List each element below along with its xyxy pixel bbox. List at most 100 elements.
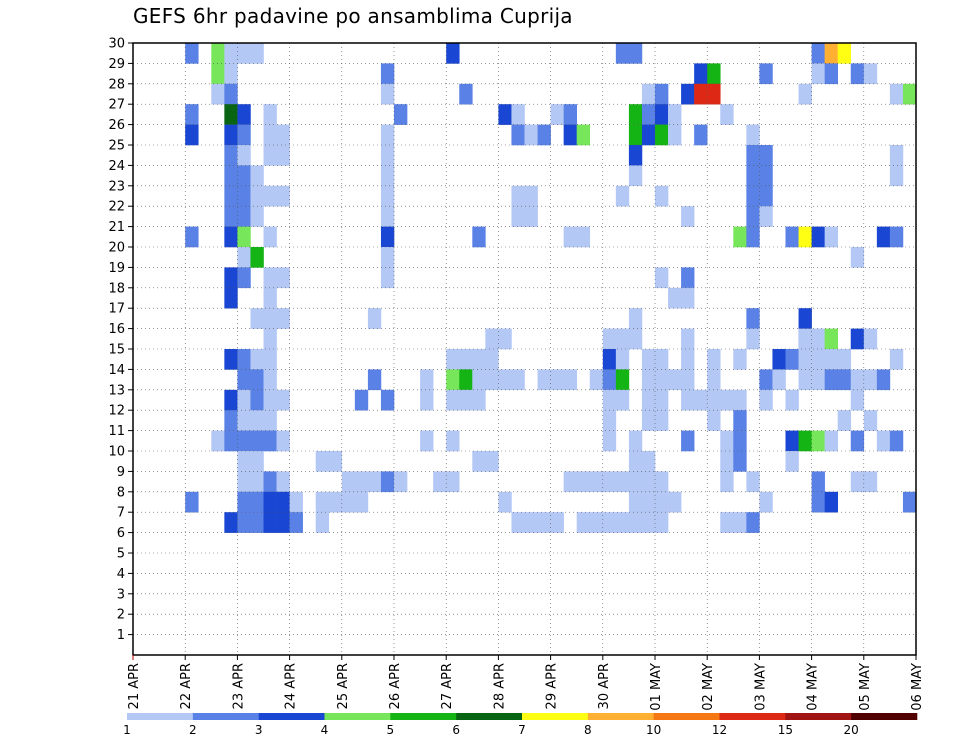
heat-cell [850,471,865,493]
heat-cell [511,104,525,125]
heat-cell [276,267,290,289]
heat-cell [668,104,682,125]
heat-cell [472,451,486,472]
heat-cell [615,43,630,64]
heat-cell [759,145,773,166]
heat-cell [641,104,656,125]
grid-lines [133,43,916,655]
legend-swatch [522,713,589,720]
heat-cell [446,349,460,370]
heat-cell [498,104,512,125]
heat-cell [237,124,251,146]
heat-cell [615,369,630,391]
heat-cell [237,471,251,493]
heat-cell [524,512,538,533]
heat-cell [850,369,865,391]
legend-label: 5 [387,723,395,737]
y-tick-label: 23 [108,179,125,194]
x-tick-label: 28 APR [492,663,507,709]
heat-cell [655,124,669,146]
heat-cell [798,308,812,329]
heat-cell [211,63,225,85]
heat-cell [668,287,682,309]
x-tick-label: 23 APR [231,663,246,709]
heat-cell [746,308,760,329]
heat-cell [837,369,852,391]
heat-cell [276,185,290,207]
heat-cell [602,512,617,533]
heat-cell [746,512,760,533]
heat-cell [459,369,473,391]
legend-label: 7 [518,723,526,737]
data-cells [185,43,917,533]
heat-cell [681,430,695,452]
heat-cell [263,104,277,125]
heat-cell [889,165,904,187]
heat-cell [472,226,486,248]
heat-cell [863,328,878,350]
heat-cell [250,512,264,533]
heat-cell [628,451,643,472]
heat-cell [263,369,277,391]
heat-cell [250,430,264,452]
heat-cell [694,124,708,146]
heat-cell [668,369,682,391]
heat-cell [263,145,277,166]
heat-cell [615,349,630,370]
heat-cell [641,349,656,370]
heat-cell [589,512,604,533]
heat-cell [250,165,264,187]
heat-cell [628,43,643,64]
heat-cell [641,410,656,431]
heat-cell [237,430,251,452]
heat-cell [694,389,708,411]
heat-cell [824,430,838,452]
heat-cell [224,63,238,85]
heat-cell [485,369,499,391]
heat-cell [641,451,656,472]
heat-cell [733,512,747,533]
heat-cell [537,369,551,391]
heat-cell [367,471,382,493]
heat-cell [850,247,865,268]
heat-cell [759,165,773,187]
x-tick-label: 05 MAY [858,663,873,711]
legend-label: 2 [189,723,197,737]
heat-cell [681,206,695,227]
x-tick-label: 04 MAY [806,663,821,711]
legend-swatch [587,713,654,720]
legend-label: 3 [255,723,263,737]
heat-cell [694,83,708,105]
heat-cell [224,43,238,64]
heat-cell [668,491,682,513]
heat-cell [655,410,669,431]
heat-cell [511,512,525,533]
heat-cell [380,185,395,207]
heat-cell [224,267,238,289]
x-tick-label: 02 MAY [701,663,716,711]
x-tick-label: 22 APR [179,663,194,709]
heat-cell [237,451,251,472]
heat-cell [628,308,643,329]
heat-cell [746,206,760,227]
heat-cell [263,308,277,329]
heat-cell [602,389,617,411]
y-tick-label: 17 [108,302,125,317]
heat-cell [889,226,904,248]
heat-cell [420,430,434,452]
heat-cell [759,369,773,391]
heat-cell [628,124,643,146]
heat-cell [681,267,695,289]
heat-cell [550,104,564,125]
heat-cell [733,410,747,431]
heat-cell [341,471,356,493]
heat-cell [628,512,643,533]
heat-cell [798,430,812,452]
heat-cell [537,512,551,533]
heat-cell [759,491,773,513]
heat-cell [746,185,760,207]
y-tick-label: 25 [108,139,125,154]
heat-cell [289,491,303,513]
heat-cell [263,430,277,452]
legend-label: 20 [844,723,859,737]
